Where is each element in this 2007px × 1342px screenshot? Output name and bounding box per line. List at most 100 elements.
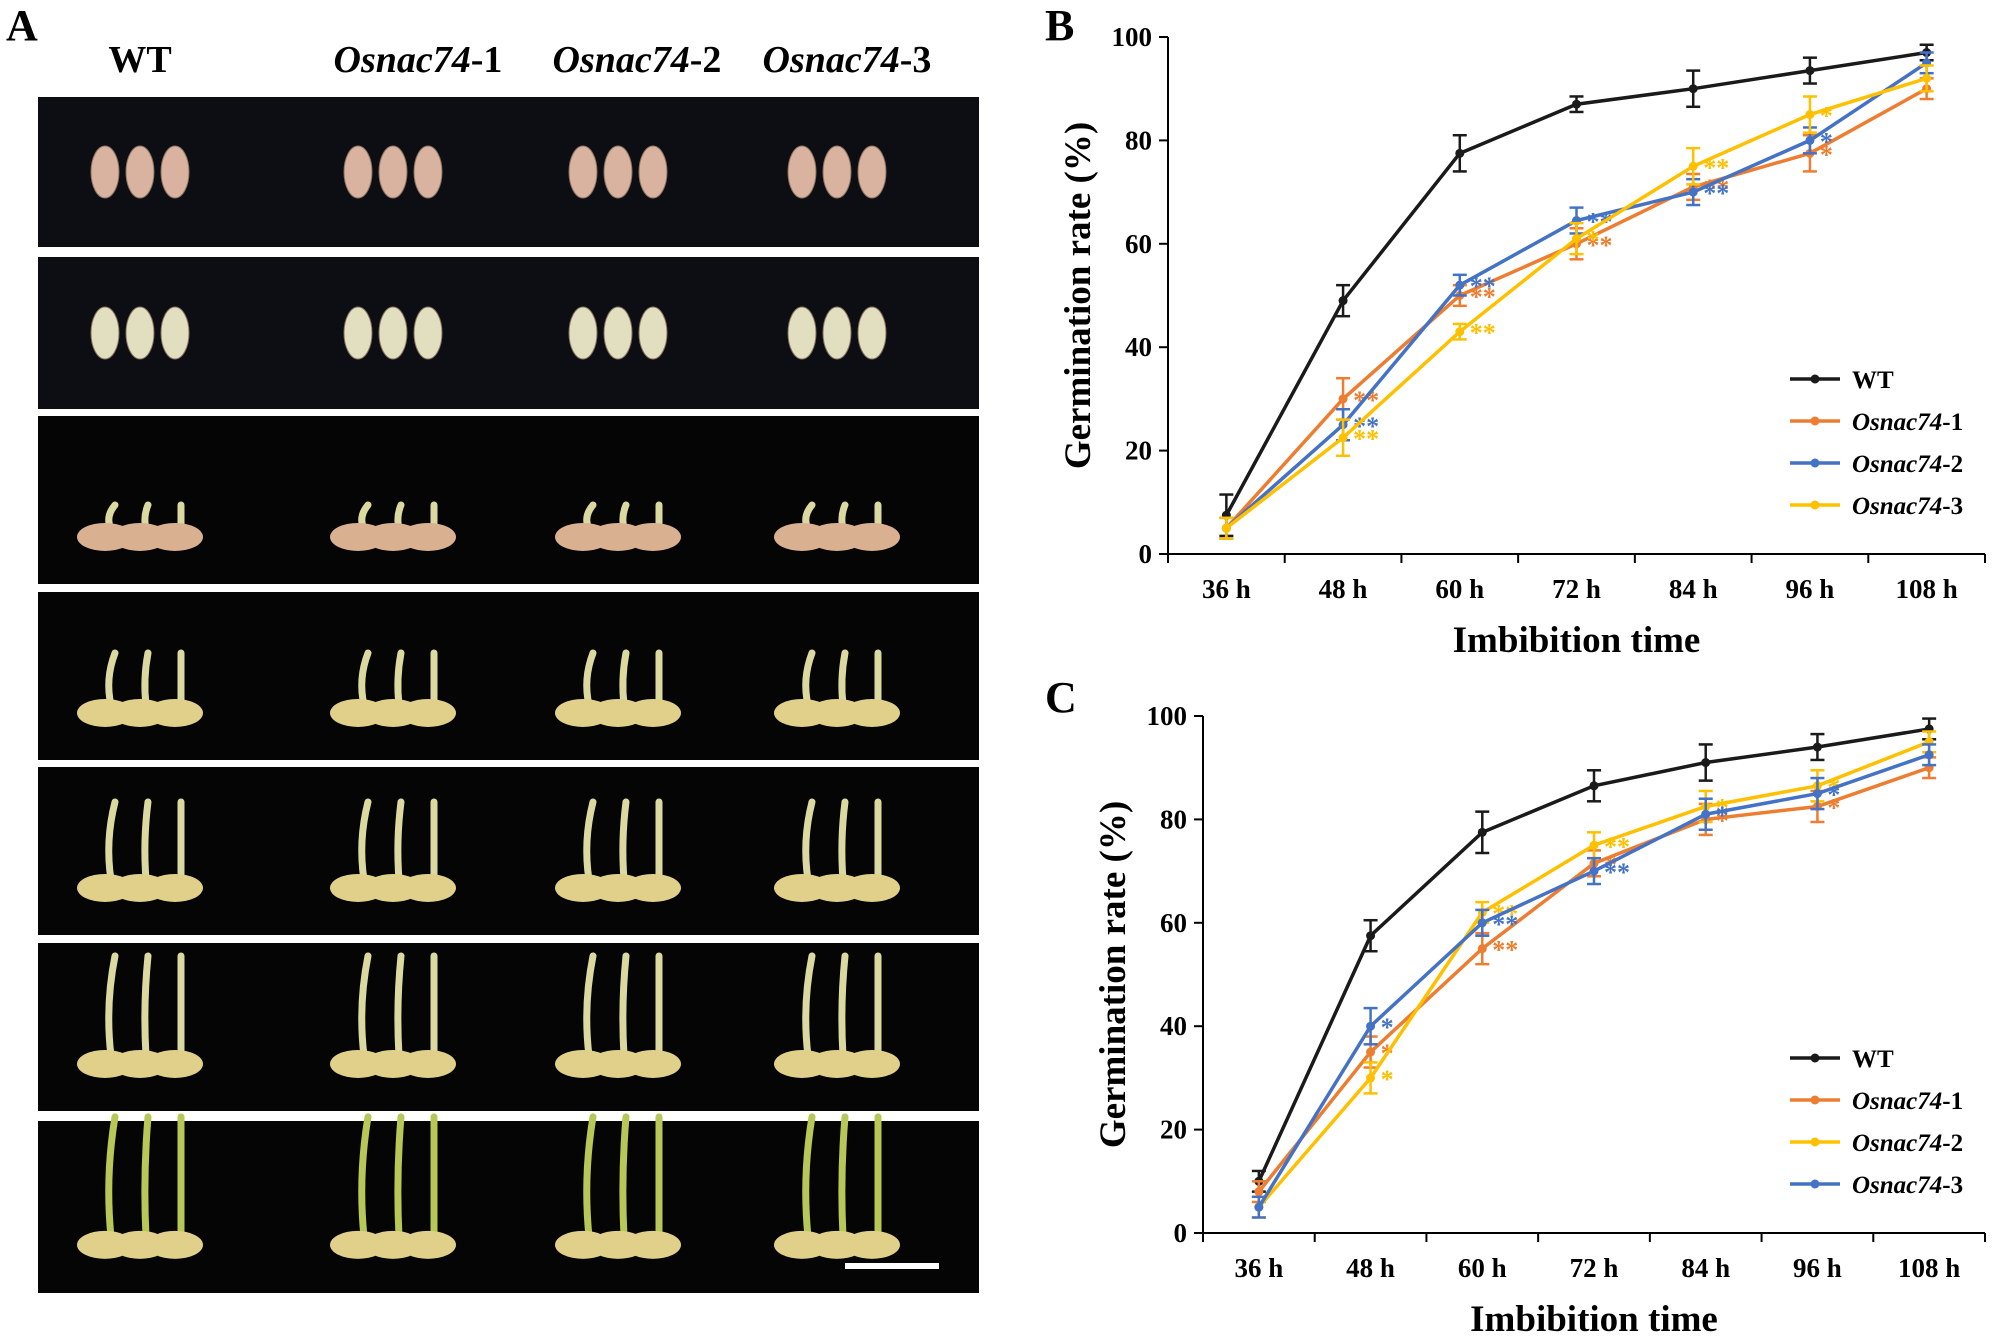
germinating-seed [400,1049,456,1078]
legend-label: Osnac74-1 [1852,1088,1963,1115]
legend-item: WT [1790,1046,1894,1073]
significance-mark: * [1820,102,1833,131]
sprout [583,1113,597,1241]
rice-seed [378,145,408,199]
data-point [1221,523,1231,533]
germinating-seed [625,873,681,902]
significance-mark: * [1604,850,1617,879]
legend-item: Osnac74-2 [1790,451,1963,478]
x-tick-label: 60 h [1458,1253,1507,1283]
germinating-seed [400,698,456,727]
data-point [1572,234,1581,244]
y-tick-label: 80 [1160,804,1187,834]
legend-label-suffix: -1 [1942,1088,1963,1115]
sprout [105,798,119,884]
y-tick-label: 40 [1160,1011,1187,1041]
data-point [1812,742,1822,752]
legend-item: Osnac74-3 [1790,1172,1963,1199]
x-tick-label: 108 h [1896,574,1958,604]
rice-seed [822,306,852,360]
rice-seed [638,145,668,199]
significance-mark: * [1716,793,1729,822]
data-point [1688,161,1698,171]
x-tick-label: 60 h [1435,574,1484,604]
germinating-seed [147,1230,203,1259]
y-tick-label: 0 [1139,539,1153,569]
data-point [1254,1202,1264,1212]
legend-label-italic: Osnac74 [1852,409,1942,436]
sprout [838,1113,849,1241]
y-tick-label: 20 [1160,1115,1187,1145]
data-point [1688,84,1698,94]
photo-background [38,257,979,409]
data-point [1688,187,1698,197]
germinating-seed [400,873,456,902]
photo-rows [38,97,979,1293]
x-tick-label: 36 h [1234,1253,1283,1283]
rice-seed [413,306,443,360]
rice-seed [568,145,598,199]
legend-label: Osnac74-2 [1852,451,1963,478]
legend-label-prefix: WT [1852,1046,1894,1073]
column-header-prefix: WT [108,39,171,81]
y-tick-label: 40 [1125,332,1152,362]
legend-marker [1810,500,1820,510]
data-point [1701,809,1711,819]
germinating-seed [625,698,681,727]
legend-item: WT [1790,367,1894,394]
germinating-seed [400,1230,456,1259]
sprout [105,952,119,1060]
legend-label-prefix: WT [1852,367,1894,394]
x-tick-label: 36 h [1202,574,1251,604]
x-tick-label: 72 h [1552,574,1601,604]
legend-label-italic: Osnac74 [1852,1130,1942,1157]
legend-label: Osnac74-2 [1852,1130,1963,1157]
data-point [1477,827,1487,837]
data-point [1589,866,1599,876]
sprout [619,649,630,709]
panel-a: A WT Osnac74-1 Osnac74-2 Osnac74-3 [6,1,979,1293]
column-header: Osnac74-1 [334,39,503,81]
legend-label: WT [1852,1046,1894,1073]
x-tick-label: 96 h [1793,1253,1842,1283]
x-tick-label: 96 h [1786,574,1835,604]
y-tick-label: 60 [1125,229,1152,259]
y-tick-label: 60 [1160,908,1187,938]
legend-marker [1810,1053,1820,1063]
legend-label-suffix: -2 [1942,451,1963,478]
legend-label-italic: Osnac74 [1852,1088,1942,1115]
sprout [394,1113,405,1241]
legend-label-suffix: -2 [1942,1130,1963,1157]
significance-mark: ** [1492,910,1518,939]
panel-c-label: C [1045,673,1077,722]
photo-background [38,592,979,760]
sprout [358,1113,372,1241]
rice-seed [413,145,443,199]
photo-row [38,97,979,247]
y-tick-label: 100 [1147,701,1188,731]
rice-seed [787,306,817,360]
legend-label: WT [1852,367,1894,394]
photo-background [38,767,979,935]
significance-mark: ** [1703,179,1729,208]
y-axis-title: Germination rate (%) [1058,122,1099,469]
legend-marker [1810,374,1820,384]
sprout [141,798,152,884]
column-header-suffix: -2 [690,39,722,81]
germinating-seed [147,1049,203,1078]
germinating-seed [625,522,681,551]
x-tick-label: 108 h [1898,1253,1960,1283]
data-point [1338,394,1348,404]
data-point [1455,327,1465,337]
data-point [1366,1073,1376,1083]
significance-mark: * [1587,226,1600,255]
sprout [619,952,630,1060]
data-point [1455,148,1465,158]
x-tick-label: 48 h [1346,1253,1395,1283]
data-point [1366,931,1376,941]
panel-b-label: B [1045,1,1074,50]
germinating-seed [625,1049,681,1078]
panel-a-label: A [6,1,38,50]
germinating-seed [147,873,203,902]
x-axis-title: Imbibition time [1470,1299,1718,1340]
